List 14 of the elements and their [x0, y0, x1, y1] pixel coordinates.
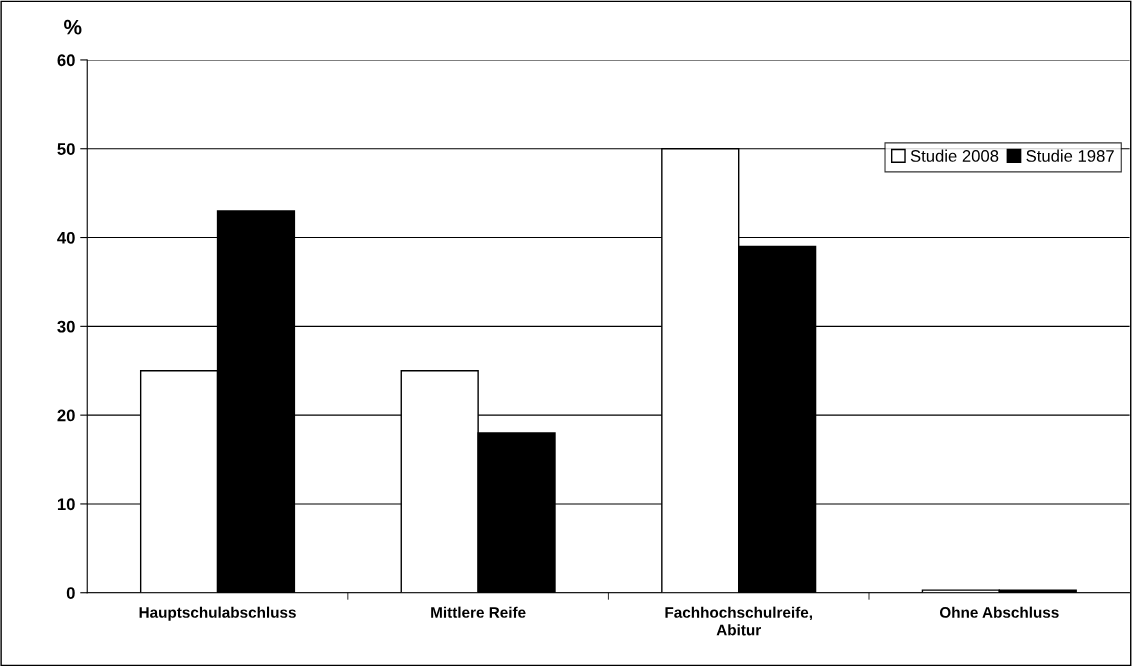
- x-tick-label: Hauptschulabschluss: [139, 606, 296, 621]
- x-tick-label: Ohne Abschluss: [939, 606, 1059, 618]
- x-tick-label: Fachhochschulreife, Abitur: [665, 606, 812, 636]
- legend-label: Studie 2008: [910, 149, 999, 162]
- y-tick-label: 40: [57, 231, 75, 244]
- y-axis-title: %: [64, 19, 82, 35]
- y-tick-label: 30: [57, 320, 75, 333]
- legend-label: Studie 1987: [1026, 149, 1114, 162]
- x-tick-label: Mittlere Reife: [431, 606, 526, 618]
- y-tick-label: 20: [57, 409, 75, 422]
- y-tick-label: 60: [57, 54, 75, 67]
- y-tick-label: 50: [57, 143, 75, 155]
- y-tick-label: 10: [57, 498, 75, 511]
- y-tick-label: 0: [66, 587, 75, 599]
